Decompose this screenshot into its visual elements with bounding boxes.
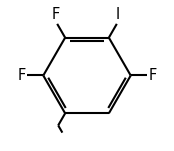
Text: F: F — [17, 68, 25, 83]
Text: I: I — [116, 7, 120, 22]
Text: F: F — [149, 68, 157, 83]
Text: F: F — [52, 7, 60, 22]
